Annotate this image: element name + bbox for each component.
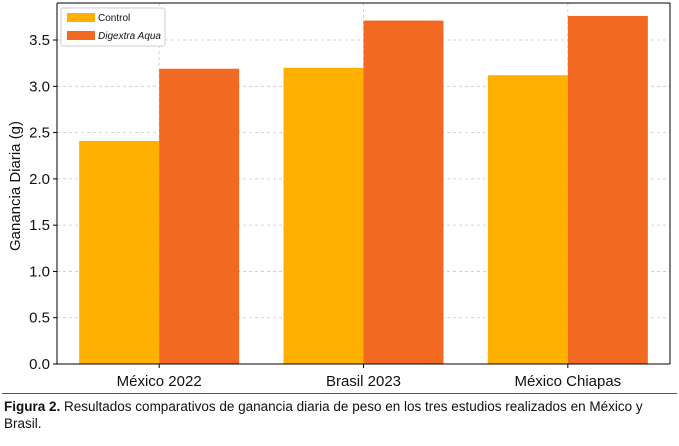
x-tick-labels: México 2022 Brasil 2023 México Chiapas <box>117 364 621 390</box>
legend-swatch-digextra <box>67 31 95 40</box>
x-tick-label: México 2022 <box>117 373 202 390</box>
legend-swatch-control <box>67 13 95 22</box>
bar-digextra-2 <box>567 15 648 364</box>
y-tick-labels: 0.0 0.5 1.0 1.5 2.0 2.5 3.0 3.5 <box>29 32 57 373</box>
y-tick-label: 3.5 <box>29 32 50 49</box>
bar-digextra-0 <box>159 68 240 364</box>
y-tick-label: 1.5 <box>29 217 50 234</box>
bar-digextra-1 <box>363 20 444 364</box>
y-tick-label: 0.0 <box>29 356 50 373</box>
y-axis-label: Ganancia Diaria (g) <box>7 121 24 251</box>
bar-chart: 0.0 0.5 1.0 1.5 2.0 2.5 3.0 3.5 México 2022 Bras… <box>7 2 671 390</box>
caption-text: Resultados comparativos de ganancia diar… <box>4 399 643 431</box>
x-tick-label: México Chiapas <box>514 373 621 390</box>
bars <box>79 15 648 365</box>
bar-control-1 <box>283 67 364 365</box>
bar-control-0 <box>79 140 160 364</box>
caption-divider <box>2 393 677 394</box>
bar-control-2 <box>487 75 568 364</box>
y-tick-label: 1.0 <box>29 263 50 280</box>
y-tick-label: 2.0 <box>29 171 50 188</box>
x-tick-label: Brasil 2023 <box>326 373 401 390</box>
y-tick-label: 2.5 <box>29 125 50 142</box>
legend-label-digextra: Digextra Aqua <box>98 31 161 42</box>
figure-caption: Figura 2. Resultados comparativos de gan… <box>4 398 676 432</box>
legend-label-control: Control <box>98 13 130 24</box>
legend: Control Digextra Aqua <box>60 7 166 47</box>
y-tick-label: 0.5 <box>29 310 50 327</box>
caption-label: Figura 2. <box>4 399 61 414</box>
y-tick-label: 3.0 <box>29 78 50 95</box>
